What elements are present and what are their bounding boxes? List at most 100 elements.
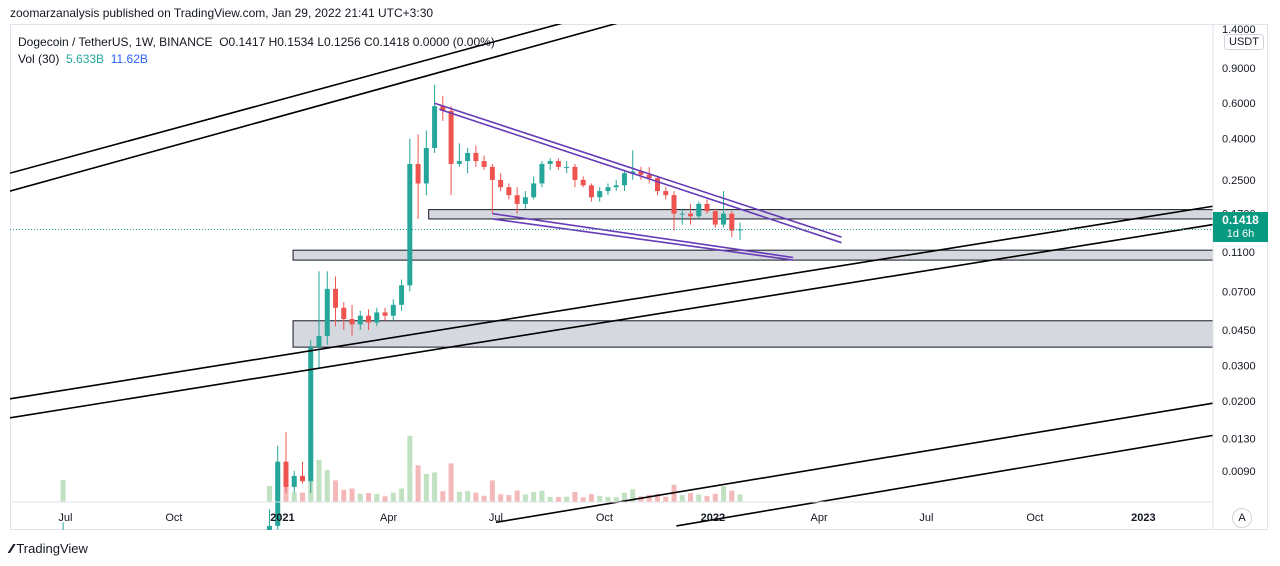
volume-bar [638, 496, 644, 502]
time-tick-label: Oct [1026, 512, 1043, 524]
candle-body [465, 152, 471, 162]
price-tick-label: 1.4000 [1222, 24, 1256, 36]
wedge-bottom-inner [492, 218, 794, 261]
candle-body [654, 178, 660, 192]
volume-bar [341, 489, 347, 502]
price-tick-label: 0.6000 [1222, 98, 1256, 110]
legend: Dogecoin / TetherUS, 1W, BINANCE O0.1417… [18, 34, 495, 68]
volume-bar [390, 492, 396, 502]
channel-mid-upper [10, 205, 1214, 400]
volume-bar [663, 496, 669, 502]
volume-bar [679, 495, 685, 502]
time-tick-label: Jul [919, 512, 933, 524]
volume-bar [473, 492, 479, 502]
zone-2 [292, 320, 1214, 348]
price-tick-label: 0.0450 [1222, 325, 1256, 337]
vol-ma: 11.62B [110, 52, 148, 66]
candle-body [308, 347, 314, 482]
tradingview-logo-icon[interactable]: ⁄⁄ [10, 541, 14, 556]
candle-body [275, 461, 281, 526]
volume-bar [432, 472, 438, 502]
candle-body [506, 187, 512, 196]
volume-bar [448, 463, 454, 502]
volume-bar [539, 490, 545, 502]
candle-body [341, 307, 347, 320]
candle-body [588, 185, 594, 198]
candle-body [522, 197, 528, 204]
candle-body [696, 203, 702, 217]
candle-body [489, 166, 495, 180]
candle-body [580, 179, 586, 186]
ohlc-high: H0.1534 [268, 35, 314, 49]
volume-bar [522, 494, 528, 502]
vol-label[interactable]: Vol (30) [18, 52, 60, 66]
candle-body [283, 461, 289, 487]
trend-lines [10, 24, 1214, 527]
volume-bar [456, 491, 462, 502]
candle-body [415, 163, 421, 184]
candle-body [547, 161, 553, 164]
volume-bar [646, 494, 652, 502]
candle-body [407, 163, 413, 286]
volume-bar [498, 494, 504, 502]
candle-body [638, 171, 644, 175]
candle-body [349, 319, 355, 325]
candle-body [473, 152, 479, 162]
volume-bar [613, 497, 619, 502]
volume-bar [547, 496, 553, 502]
price-tick-label: 0.1100 [1222, 247, 1255, 259]
candle-body [374, 312, 380, 323]
volume-bars [60, 435, 743, 502]
candle-body [481, 161, 487, 167]
candle-body [704, 203, 710, 212]
volume-bar [729, 490, 735, 502]
support-zones [292, 209, 1214, 348]
volume-bar [440, 491, 446, 502]
candle-body [737, 229, 743, 231]
volume-bar [415, 465, 421, 502]
price-tick-label: 0.0300 [1222, 360, 1256, 372]
volume-bar [555, 496, 561, 502]
volume-bar [564, 496, 570, 502]
wedge-bottom-outer [492, 212, 794, 259]
time-tick-label: Apr [380, 512, 397, 524]
candle-body [688, 213, 694, 217]
channel-top-inner [10, 24, 563, 174]
channel-mid-lower [10, 223, 1214, 419]
candle-body [357, 315, 363, 325]
volume-bar [737, 494, 743, 502]
candle-body [333, 288, 339, 308]
time-tick-label: Oct [165, 512, 182, 524]
volume-bar [465, 491, 471, 502]
candle-body [555, 161, 561, 167]
price-tick-label: 0.9000 [1222, 63, 1256, 75]
volume-bar [688, 493, 694, 502]
candle-body [531, 183, 537, 198]
channel-top-outer [10, 24, 618, 192]
candle-body [721, 213, 727, 225]
auto-scale-button[interactable]: A [1232, 508, 1252, 528]
brand-name[interactable]: TradingView [16, 541, 88, 556]
volume-bar [407, 435, 413, 502]
time-tick-label: Jul [58, 512, 72, 524]
candle-body [630, 171, 636, 174]
candle-body [729, 213, 735, 231]
vol-value: 5.633B [66, 52, 105, 66]
time-tick-label: Apr [811, 512, 828, 524]
volume-bar [531, 492, 537, 502]
currency-unit-button[interactable]: USDT [1224, 34, 1264, 50]
candle-body [663, 191, 669, 196]
candle-body [712, 211, 718, 225]
candle-body [456, 161, 462, 164]
footer: ⁄⁄ TradingView [10, 541, 88, 556]
symbol-title[interactable]: Dogecoin / TetherUS, 1W, BINANCE [18, 35, 213, 49]
candle-body [266, 525, 272, 530]
channel-low-upper [495, 402, 1214, 524]
time-tick-label: Oct [596, 512, 613, 524]
volume-bar [333, 480, 339, 502]
volume-bar [605, 496, 611, 502]
zone-0 [428, 209, 1214, 220]
volume-bar [580, 497, 586, 502]
price-chart[interactable]: 1.40000.90000.60000.40000.25000.17000.11… [10, 24, 1268, 530]
candle-body [613, 185, 619, 188]
